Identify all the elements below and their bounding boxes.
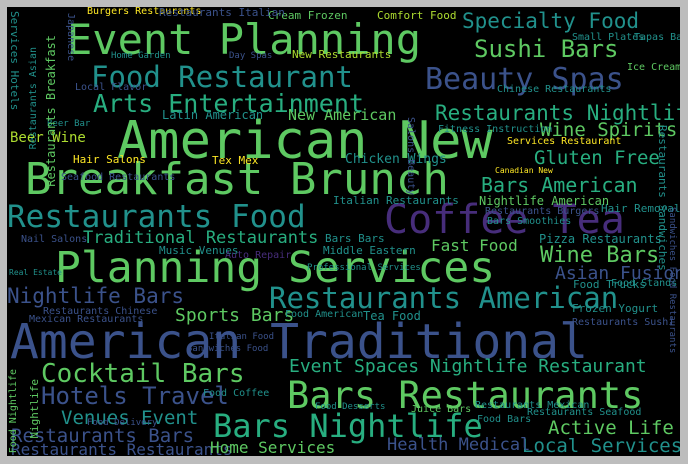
word: Cocktail Bars: [41, 359, 245, 389]
word: Food Nightlife: [8, 369, 19, 454]
word: Sports Bars: [175, 305, 295, 326]
word: Coffee Tea: [384, 197, 625, 243]
word: Restaurants Asian: [28, 47, 39, 150]
word: Sandwiches Food: [187, 344, 269, 354]
word: Chinese Restaurants: [497, 84, 612, 95]
word: Nightlife: [28, 379, 41, 439]
word: Wine Spirits: [540, 119, 678, 141]
word: Hair Removal: [601, 202, 680, 215]
word: Bars Restaurants: [287, 374, 644, 417]
word: Food American: [285, 309, 364, 320]
word: Latin American: [162, 108, 264, 122]
word: Restaurants Sushi: [572, 317, 675, 328]
word: Asian Fusion: [555, 263, 680, 284]
word: Food Restaurant: [91, 60, 353, 94]
word: Hotels Travel: [41, 382, 229, 410]
word: Active Life: [548, 417, 674, 439]
word: Specialty Food: [462, 9, 640, 33]
word: Restaurants Breakfast: [44, 35, 58, 187]
word: Hair Salons: [73, 153, 146, 166]
word: Middle Eastern: [323, 244, 416, 257]
word: Services Hotels: [8, 11, 21, 111]
word: Tea Food: [363, 309, 421, 323]
word: Tex Mex: [212, 154, 259, 167]
word: Home Services: [210, 438, 336, 456]
word: Restaurants Restaurants: [11, 440, 233, 457]
word: Event Planning: [67, 15, 422, 64]
word: Food Delivery: [87, 418, 158, 428]
word: Cream Frozen: [268, 9, 348, 22]
word: Food Coffee: [203, 388, 270, 399]
word: Ice Cream: [627, 62, 680, 73]
word: Restaurants Nightlife: [435, 101, 680, 125]
word: Food Bars: [477, 414, 532, 425]
word: Beauty Spas: [425, 62, 624, 97]
word: Sandwiches Food Restaurants: [667, 207, 677, 354]
word: Restaurants Food: [7, 199, 306, 235]
word: Chicken Wings: [345, 152, 447, 167]
word: Italian Restaurants: [333, 194, 459, 207]
word: Food Stands: [611, 278, 678, 289]
word: Venues Event: [61, 407, 199, 429]
word: Restaurants Chinese: [43, 306, 158, 317]
word: Music Venues: [159, 244, 239, 257]
word: Food Desserts: [315, 402, 386, 412]
word: Italian Food: [209, 332, 275, 342]
word: Restaurants American: [269, 281, 619, 315]
word: Canadian New: [495, 166, 553, 175]
word: Gluten Free: [534, 147, 660, 169]
word: Bars Bars: [325, 232, 385, 245]
word: Small Plates: [572, 32, 645, 43]
word: Professional Services: [307, 263, 421, 273]
word: Services Restaurant: [507, 136, 622, 147]
word: American Traditional: [10, 314, 588, 370]
word: Seafood Restaurants: [61, 172, 176, 183]
word: Breakfast Brunch: [25, 154, 449, 205]
word: Comfort Food: [377, 9, 457, 22]
word: Tapas Bars: [634, 32, 680, 43]
word: Nightlife American: [479, 194, 610, 208]
word: Beer Wine: [10, 130, 86, 146]
word: Restaurants Mexican: [475, 400, 590, 411]
word: Auto Repair: [225, 250, 292, 261]
word: Event Spaces Nightlife Restaurant: [289, 356, 647, 377]
word: Fast Food: [431, 236, 518, 255]
word: Local Flavor: [75, 82, 148, 93]
word: Real Estate: [9, 268, 62, 277]
word: Health Medical: [387, 435, 531, 455]
word: New American: [288, 106, 397, 124]
word: Restaurants Italian: [159, 7, 285, 19]
word: Juice Bars: [411, 404, 472, 415]
word: Arts Entertainment: [93, 89, 364, 118]
word: Fitness Instruction: [438, 124, 553, 135]
word: Frozen Yogurt: [572, 302, 659, 315]
word: Burgers Restaurants: [87, 7, 202, 17]
word-cloud: Event Planning Specialty Food Sushi Bars…: [7, 7, 680, 456]
word: Traditional Restaurants: [83, 228, 319, 248]
word: Food Trucks: [573, 278, 646, 291]
word: Home Garden: [111, 51, 171, 61]
word: Bars American: [481, 173, 638, 197]
word: Restaurants Burgers: [485, 206, 600, 217]
word: Restaurants Seafood: [527, 407, 642, 418]
word: Wine Bars: [540, 243, 660, 268]
word: Mexican Restaurants: [29, 314, 144, 325]
word: Local Services: [522, 435, 680, 456]
word: Restaurants Bars: [11, 425, 195, 447]
word: Beer Bar: [47, 119, 91, 129]
word: Bars Nightlife: [213, 407, 483, 445]
word: American New: [117, 111, 493, 171]
word: Nightlife Bars: [7, 284, 185, 308]
word: Planning Services: [55, 243, 496, 293]
word: Day Spas: [229, 51, 273, 61]
word: Japanese: [65, 13, 76, 62]
word: Bars Smoothies: [487, 216, 572, 227]
word: Nail Salons: [21, 234, 88, 245]
word: Sushi Bars: [474, 35, 619, 63]
word: Salons Beauty: [405, 117, 416, 196]
word: New Restaurants: [292, 48, 392, 61]
word: Restaurants Sandwiches: [656, 125, 669, 271]
word: Pizza Restaurants: [539, 232, 662, 246]
